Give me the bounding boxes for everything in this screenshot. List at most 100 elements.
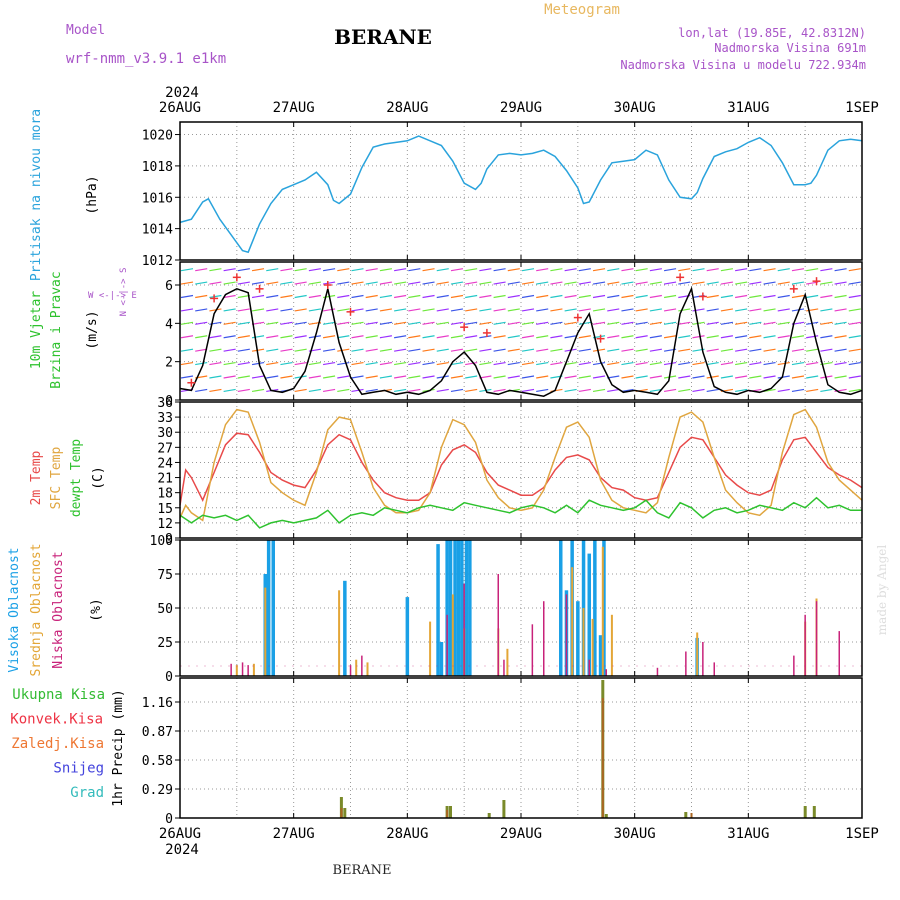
bar — [445, 540, 449, 676]
wind-arrow — [592, 308, 606, 312]
wind-arrow — [493, 268, 506, 272]
y-tick-label: 0 — [165, 670, 173, 685]
y-tick-label: 75 — [157, 568, 173, 583]
pressure-panel-label: Pritisak na nivou mora (hPa) — [29, 109, 100, 281]
wind-arrow — [706, 375, 719, 379]
bar — [793, 655, 795, 676]
wind-arrow — [237, 348, 250, 352]
date-labels-top: 26AUG 27AUG 28AUG 29AUG 30AUG 31AUG 1SEP — [159, 100, 879, 116]
wind-arrow — [465, 335, 478, 339]
wind-arrow — [479, 348, 492, 352]
wind-arrow — [848, 268, 861, 272]
date-label: 1SEP — [845, 100, 879, 116]
panels: 1012101410161018102002469121518212427303… — [142, 121, 863, 827]
wind-arrow — [209, 281, 222, 285]
y-tick-label: 33 — [157, 411, 173, 426]
wind-arrow — [223, 281, 236, 285]
wind-arrow — [180, 335, 194, 339]
wind-arrow — [578, 348, 591, 352]
wind-arrow — [237, 388, 250, 393]
wind-arrow — [479, 268, 492, 272]
wind-arrow — [763, 375, 776, 379]
wind-arrow — [209, 308, 222, 312]
wind-arrow — [251, 294, 265, 299]
date-label: 30AUG — [614, 100, 656, 116]
bar — [355, 659, 358, 676]
wind-arrow — [365, 361, 378, 366]
wind-arrow — [521, 321, 535, 325]
wind-arrow — [337, 388, 350, 393]
wind-arrow — [592, 361, 606, 366]
bar — [582, 608, 585, 676]
bar — [453, 540, 457, 676]
wind-arrow — [649, 268, 662, 272]
wind-arrow — [820, 335, 833, 339]
wind-arrow — [763, 308, 776, 312]
wind-arrow — [223, 308, 236, 312]
wind-arrow — [806, 361, 819, 366]
wind-arrow — [635, 361, 648, 366]
bar — [264, 587, 267, 676]
wind-arrow — [592, 321, 606, 325]
wind-arrow — [266, 321, 279, 325]
wind-arrow — [820, 294, 833, 299]
y-tick-label: 0.58 — [142, 754, 173, 769]
wind-arrow — [436, 268, 449, 272]
y-tick-label: 4 — [165, 317, 173, 332]
wind-unit: (m/s) — [85, 310, 100, 349]
wind-arrow — [564, 294, 577, 299]
wind-arrow — [806, 348, 819, 352]
wind-arrow — [450, 321, 464, 325]
wind-arrow — [607, 321, 620, 325]
wind-arrow — [493, 348, 506, 352]
wind-arrow — [408, 268, 421, 272]
wind-arrow — [465, 375, 478, 379]
date-label: 26AUG — [159, 100, 201, 116]
wind-arrow — [493, 335, 506, 339]
wind-arrow — [223, 361, 236, 366]
y-tick-label: 36 — [157, 396, 173, 411]
wind-arrow — [678, 361, 691, 366]
product-title: Meteogram — [544, 2, 620, 18]
wind-arrow — [195, 294, 208, 299]
wind-arrow — [493, 375, 506, 379]
wind-arrow — [820, 268, 833, 272]
wind-arrow — [621, 335, 634, 339]
wind-arrow — [777, 308, 790, 312]
date-label: 28AUG — [386, 826, 428, 842]
wind-arrow — [578, 388, 591, 393]
y-tick-label: 0.29 — [142, 783, 173, 798]
bar — [468, 540, 472, 676]
wind-arrow — [450, 375, 464, 379]
wind-arrow — [536, 281, 549, 285]
wind-arrow — [607, 268, 620, 272]
wind-arrow — [649, 308, 662, 312]
wind-arrow — [592, 281, 606, 285]
wind-arrow — [479, 335, 492, 339]
wind-arrow — [720, 308, 734, 312]
cloud-low-axis-title: Niska Oblacnost — [51, 551, 66, 668]
wind-arrow — [578, 321, 591, 325]
wind-arrow — [521, 361, 535, 366]
wind-arrow — [422, 321, 435, 325]
wind-arrow — [635, 294, 648, 299]
wind-arrow — [223, 321, 236, 325]
wind-arrow — [706, 321, 719, 325]
bar — [451, 594, 454, 676]
wind-arrow — [791, 388, 805, 393]
wind-arrow — [621, 348, 634, 352]
wind-arrow — [294, 335, 307, 339]
sfc-temp-axis-title: SFC Temp — [49, 447, 64, 510]
wind-arrow — [465, 388, 478, 393]
y-tick-label: 2 — [165, 356, 173, 371]
bar — [565, 594, 568, 676]
wind-arrow — [251, 348, 265, 352]
wind-arrow — [294, 388, 307, 393]
wind-arrow — [322, 268, 336, 272]
wind-arrow — [564, 308, 577, 312]
wind-arrow — [195, 388, 208, 393]
wind-arrow — [237, 281, 250, 285]
year-label-top: 2024 — [165, 85, 199, 101]
bar — [266, 540, 271, 676]
wind-arrow — [280, 335, 293, 339]
